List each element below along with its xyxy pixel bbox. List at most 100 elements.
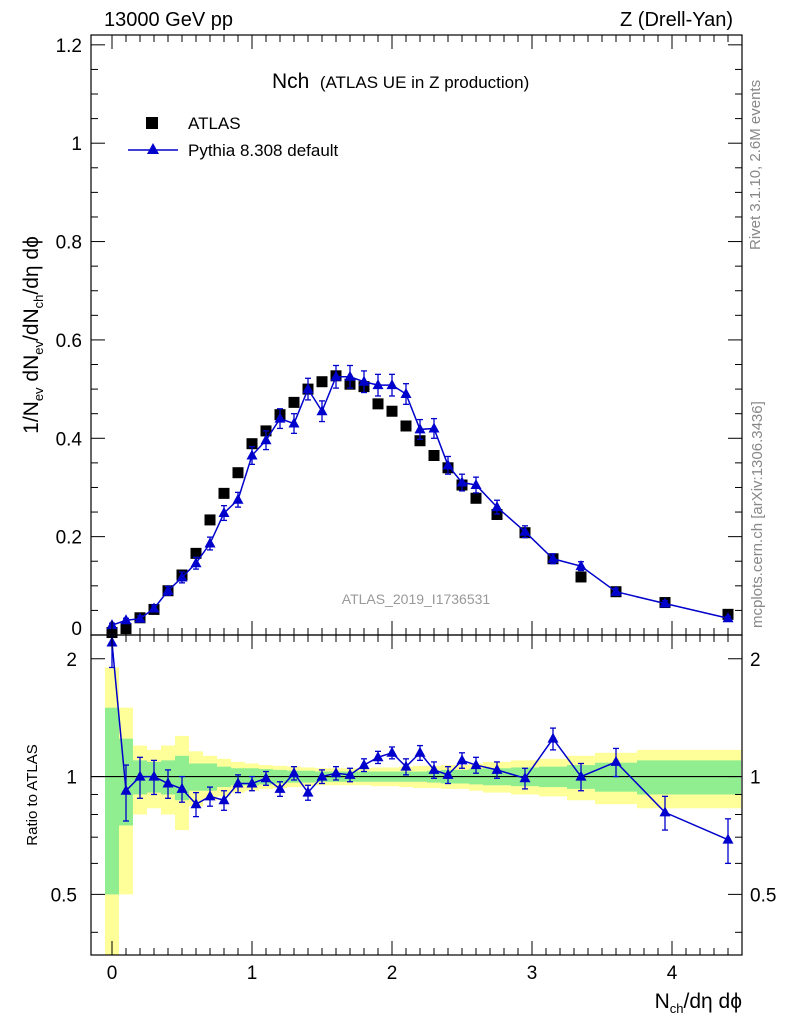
ratio-point [344, 768, 356, 779]
pythia-point [358, 375, 370, 386]
pythia-point [274, 412, 286, 423]
atlas-point [400, 420, 412, 432]
ratio-point [176, 782, 188, 793]
pythia-point [547, 552, 559, 563]
ratio-y-tick-label: 1 [66, 768, 77, 789]
ratio-y-tick-label: 0.5 [51, 885, 77, 906]
pythia-point [316, 405, 328, 416]
ratio-y-tick-label: 2 [66, 650, 77, 671]
ratio-point [246, 777, 258, 788]
ratio-line [111, 642, 729, 841]
x-tick-label: 1 [247, 963, 258, 984]
pythia-point [148, 602, 160, 613]
atlas-point [470, 492, 482, 504]
ratio-point [372, 751, 384, 762]
ratio-band-inner [693, 760, 741, 795]
atlas-point [414, 435, 426, 447]
legend: ATLAS Pythia 8.308 default [128, 114, 339, 160]
pythia-point [722, 612, 734, 623]
pythia-point [414, 423, 426, 434]
ratio-point [491, 763, 503, 774]
pythia-point [176, 571, 188, 582]
x-axis-label: Nch/dη dϕ [655, 990, 742, 1016]
y-tick-label: 0 [71, 619, 82, 640]
pythia-point [575, 560, 587, 571]
plot-title-sub: (ATLAS UE in Z production) [320, 73, 529, 92]
y-tick-label: 1 [71, 134, 82, 155]
ratio-band-inner [105, 707, 119, 895]
ratio-point [274, 782, 286, 793]
atlas-point [372, 398, 384, 410]
pythia-point [428, 422, 440, 433]
x-tick-label: 2 [387, 963, 398, 984]
pythia-point [260, 434, 272, 445]
ratio-point [148, 770, 160, 781]
pythia-point [400, 388, 412, 399]
ratio-y-axis-label: Ratio to ATLAS [24, 744, 41, 845]
x-tick-label: 0 [107, 963, 118, 984]
pythia-point [491, 501, 503, 512]
pythia-point [134, 612, 146, 623]
atlas-point [204, 514, 216, 526]
x-tick-label: 3 [527, 963, 538, 984]
legend-pythia-label: Pythia 8.308 default [188, 141, 339, 160]
pythia-point [442, 459, 454, 470]
y-tick-label: 1.2 [56, 36, 82, 57]
atlas-point [218, 487, 230, 499]
atlas-point [232, 467, 244, 479]
ratio-y-tick-label-right: 2 [750, 650, 761, 671]
ratio-point [120, 784, 132, 795]
ratio-point [659, 806, 671, 817]
ratio-point [134, 770, 146, 781]
y-tick-label: 0.6 [56, 331, 82, 352]
main-data-marks [106, 364, 734, 639]
mcplots-label: mcplots.cern.ch [arXiv:1306.3436] [749, 401, 766, 628]
ratio-point [232, 777, 244, 788]
atlas-point [575, 571, 587, 583]
ratio-point [316, 770, 328, 781]
header-energy: 13000 GeV pp [104, 9, 233, 31]
rivet-label: Rivet 3.1.10, 2.6M events [747, 80, 764, 250]
pythia-point [218, 507, 230, 518]
pythia-point [246, 449, 258, 460]
ratio-point [162, 777, 174, 788]
ratio-point [547, 732, 559, 743]
y-tick-label: 0.4 [56, 429, 83, 450]
ratio-point [288, 767, 300, 778]
ratio-point [442, 768, 454, 779]
y-tick-label: 0.2 [56, 528, 82, 549]
legend-atlas-label: ATLAS [188, 114, 241, 133]
ratio-band-inner [637, 760, 693, 795]
ratio-point [428, 763, 440, 774]
ratio-point [218, 794, 230, 805]
ratio-point [386, 746, 398, 757]
pythia-point [456, 476, 468, 487]
atlas-point [288, 396, 300, 408]
legend-pythia-marker [147, 143, 159, 154]
pythia-point [470, 479, 482, 489]
ratio-point [456, 754, 468, 765]
ratio-point [722, 833, 734, 844]
axis-ticks: 0 1 2 3 4 0 0.2 0.4 0.6 0.8 1 1.2 0.5 0.5 1 1 2 2 [51, 35, 776, 984]
pythia-point [204, 537, 216, 548]
ratio-point [400, 760, 412, 771]
ratio-point [260, 772, 272, 783]
ratio-frame [90, 634, 743, 956]
ratio-y-tick-label-right: 0.5 [750, 885, 776, 906]
pythia-point [120, 614, 132, 625]
pythia-point [162, 584, 174, 595]
ratio-point [204, 790, 216, 801]
atlas-point [428, 449, 440, 461]
ratio-data-marks [106, 634, 734, 865]
pythia-line [111, 376, 729, 626]
pythia-point [344, 370, 356, 381]
ratio-uncertainty-bands [91, 667, 742, 955]
pythia-point [302, 383, 314, 394]
atlas-point [386, 405, 398, 417]
plot-title: Nch (ATLAS UE in Z production) [272, 70, 529, 93]
pythia-point [190, 557, 202, 568]
atlas-point [190, 547, 202, 559]
y-axis-label: 1/Nev dNev/dNch/dη dϕ [20, 236, 46, 434]
pythia-point [519, 525, 531, 536]
